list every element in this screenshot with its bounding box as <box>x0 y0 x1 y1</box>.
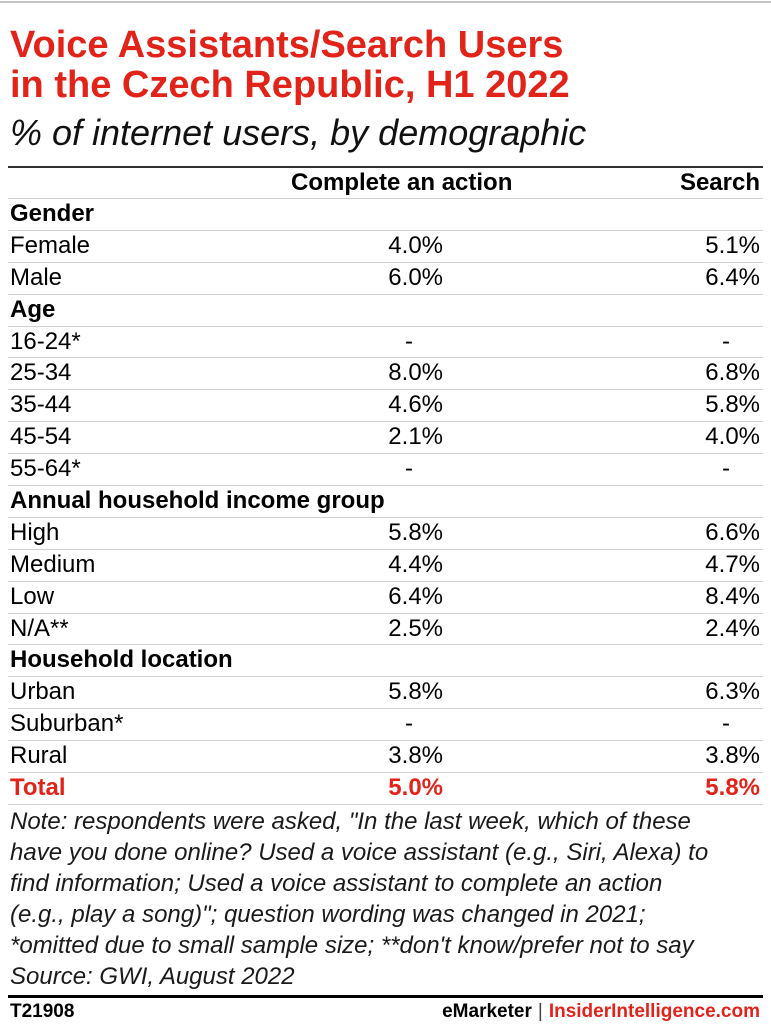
site-link[interactable]: InsiderIntelligence.com <box>548 1001 760 1022</box>
complete-an-action-value: 4.0% <box>388 231 443 259</box>
footer-separator: | <box>537 1001 543 1022</box>
section-label: Household location <box>10 646 233 674</box>
row-label: Urban <box>10 678 76 706</box>
complete-an-action-value: 2.5% <box>388 614 443 642</box>
column-header-complete-an-action: Complete an action <box>291 169 513 196</box>
row-label: High <box>10 518 60 546</box>
complete-an-action-value: - <box>405 710 413 738</box>
search-value: 6.6% <box>705 518 760 546</box>
section-header-row: Gender <box>8 199 763 231</box>
header-rule <box>8 166 763 168</box>
row-label: Female <box>10 231 91 259</box>
search-value: 6.8% <box>705 359 760 387</box>
note-line: find information; Used a voice assistant… <box>10 870 663 897</box>
row-label: 16-24* <box>10 327 81 355</box>
complete-an-action-value: 5.8% <box>388 518 443 546</box>
section-header-row: Household location <box>8 645 763 678</box>
table-row: Medium 4.4% 4.7% <box>8 550 763 582</box>
section-header-row: Annual household income group <box>8 486 763 518</box>
search-value: 4.0% <box>705 423 760 451</box>
section-label: Gender <box>10 200 95 227</box>
table-row: 25-34 8.0% 6.8% <box>8 358 763 391</box>
chart-title: Voice Assistants/Search Users in the Cze… <box>10 24 570 106</box>
table-row: Rural 3.8% 3.8% <box>8 741 763 774</box>
complete-an-action-value: 6.4% <box>388 582 443 610</box>
search-value: 2.4% <box>705 614 760 642</box>
table-row: 16-24* - - <box>8 327 763 359</box>
search-value: - <box>722 455 730 483</box>
search-value: 6.4% <box>705 263 760 291</box>
complete-an-action-value: 8.0% <box>388 359 443 387</box>
complete-an-action-value: 6.0% <box>388 263 443 291</box>
data-table: Complete an action Search Gender Female 4.… <box>8 168 763 805</box>
table-row: Suburban* - - <box>8 709 763 742</box>
note-line: *omitted due to small sample size; **don… <box>10 932 694 959</box>
search-value: 6.3% <box>705 678 760 706</box>
complete-an-action-value: 2.1% <box>388 423 443 451</box>
search-value: 4.7% <box>705 550 760 578</box>
footer-branding: eMarketer | InsiderIntelligence.com <box>442 999 760 1024</box>
row-label: 25-34 <box>10 359 72 387</box>
row-label: Low <box>10 582 55 610</box>
section-label: Age <box>10 295 56 323</box>
search-value: 8.4% <box>705 582 760 610</box>
row-label: Total <box>10 774 66 802</box>
top-rule <box>0 1 771 3</box>
table-row: Urban 5.8% 6.3% <box>8 677 763 710</box>
note-line: (e.g., play a song)"; question wording w… <box>10 901 646 928</box>
search-value: 5.1% <box>705 231 760 259</box>
chart-subtitle: % of internet users, by demographic <box>10 112 587 153</box>
column-header-search: Search <box>679 169 760 196</box>
section-header-row: Age <box>8 295 763 327</box>
complete-an-action-value: 4.6% <box>388 391 443 419</box>
row-label: Male <box>10 263 63 291</box>
table-row: Low 6.4% 8.4% <box>8 582 763 614</box>
chart-id: T21908 <box>10 1001 75 1022</box>
row-label: Rural <box>10 742 68 770</box>
row-label: 35-44 <box>10 391 72 419</box>
row-label: N/A** <box>10 614 69 642</box>
table-body: Gender Female 4.0% 5.1% Male 6.0% 6.4% Age 16-24… <box>8 199 763 805</box>
row-label: 45-54 <box>10 423 72 451</box>
footer-rule <box>8 995 763 998</box>
source-line: Source: GWI, August 2022 <box>10 963 295 990</box>
complete-an-action-value: - <box>405 327 413 355</box>
row-label: Medium <box>10 550 96 578</box>
complete-an-action-value: 5.0% <box>388 774 443 802</box>
table-row: High 5.8% 6.6% <box>8 518 763 550</box>
row-label: 55-64* <box>10 455 81 483</box>
section-label: Annual household income group <box>10 487 385 515</box>
search-value: 5.8% <box>705 391 760 419</box>
table-row: Male 6.0% 6.4% <box>8 263 763 295</box>
search-value: - <box>722 327 730 355</box>
complete-an-action-value: 3.8% <box>388 742 443 770</box>
table-row: N/A** 2.5% 2.4% <box>8 614 763 646</box>
row-label: Suburban* <box>10 710 124 738</box>
brand-name: eMarketer <box>442 1001 532 1022</box>
table-header-row: Complete an action Search <box>8 168 763 199</box>
complete-an-action-value: 5.8% <box>388 678 443 706</box>
table-row: 45-54 2.1% 4.0% <box>8 422 763 455</box>
note-line: Note: respondents were asked, "In the la… <box>10 808 691 835</box>
table-row: 35-44 4.6% 5.8% <box>8 390 763 423</box>
note: Note: respondents were asked, "In the la… <box>10 806 761 992</box>
search-value: 5.8% <box>705 774 760 802</box>
footer: T21908 eMarketer | InsiderIntelligence.com <box>10 999 760 1024</box>
table-row: 55-64* - - <box>8 454 763 487</box>
search-value: - <box>722 710 730 738</box>
search-value: 3.8% <box>705 742 760 770</box>
total-row: Total 5.0% 5.8% <box>8 773 763 805</box>
complete-an-action-value: 4.4% <box>388 550 443 578</box>
complete-an-action-value: - <box>405 455 413 483</box>
table-row: Female 4.0% 5.1% <box>8 231 763 263</box>
note-line: have you done online? Used a voice assis… <box>10 839 709 866</box>
